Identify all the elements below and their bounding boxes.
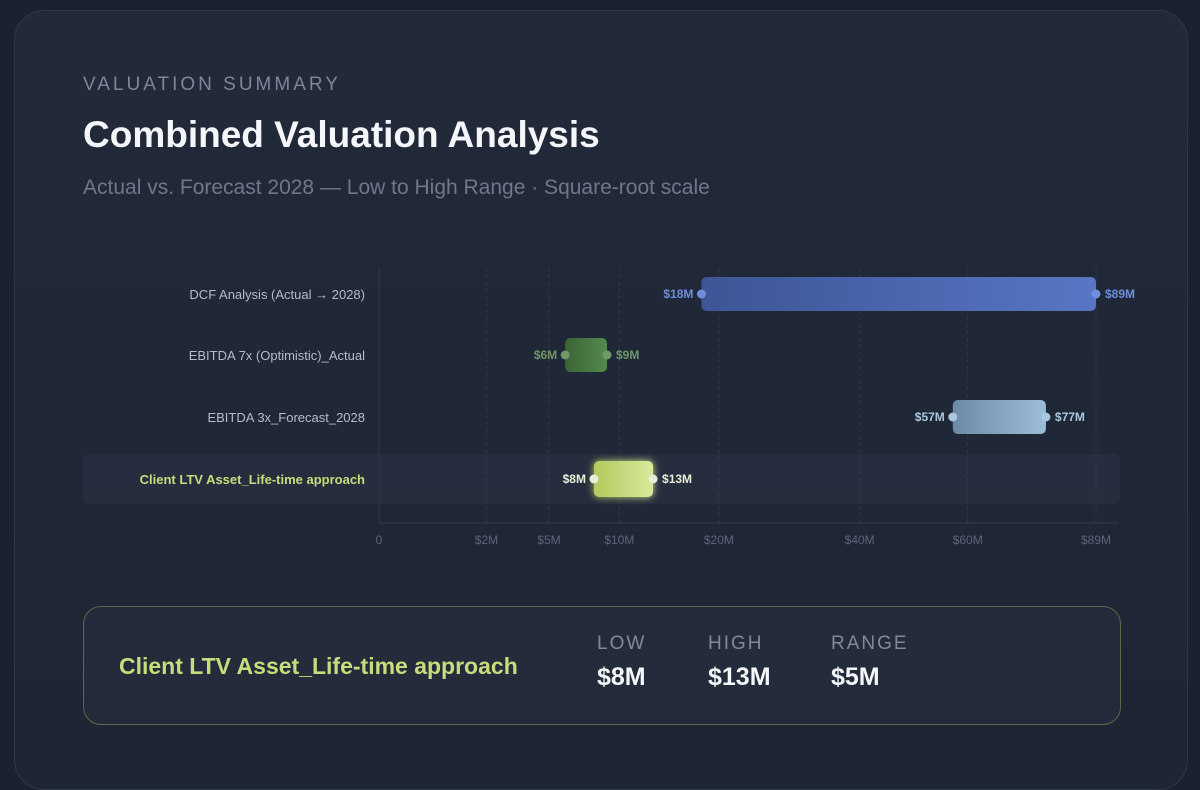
x-tick-label: $40M: [845, 533, 875, 547]
high-value-label: $89M: [1105, 287, 1135, 301]
high-marker: [1091, 289, 1101, 299]
summary-range-label: RANGE: [831, 633, 909, 654]
x-tick-label: 0: [376, 533, 383, 547]
low-value-label: $57M: [915, 410, 945, 424]
section-eyebrow: VALUATION SUMMARY: [83, 74, 341, 95]
summary-high: HIGH $13M: [708, 633, 771, 692]
high-marker: [1041, 412, 1051, 422]
high-value-label: $13M: [662, 472, 692, 486]
high-value-label: $9M: [616, 348, 639, 362]
range-bar: [565, 338, 608, 372]
valuation-range-chart: 0 $2M $5M $10M $20M $40M $60M $89M DCF Analysis …: [83, 268, 1135, 547]
range-bar: [952, 400, 1046, 434]
summary-high-value: $13M: [708, 663, 771, 691]
summary-low: LOW $8M: [597, 633, 646, 692]
summary-range-value: $5M: [831, 663, 880, 691]
low-marker: [948, 412, 958, 422]
low-marker: [560, 350, 570, 360]
low-marker: [696, 289, 706, 299]
low-value-label: $18M: [663, 287, 693, 301]
page-title: Combined Valuation Analysis: [83, 114, 600, 155]
range-bar: [701, 277, 1096, 311]
summary-low-value: $8M: [597, 663, 646, 691]
x-tick-label: $2M: [475, 533, 498, 547]
x-tick-label: $20M: [704, 533, 734, 547]
category-label: DCF Analysis (Actual → 2028): [189, 287, 365, 302]
range-bar: [593, 461, 654, 497]
category-label: EBITDA 7x (Optimistic)_Actual: [189, 348, 365, 363]
page-subtitle: Actual vs. Forecast 2028 — Low to High R…: [83, 176, 710, 199]
low-marker: [589, 474, 599, 484]
high-marker: [648, 474, 658, 484]
high-marker: [602, 350, 612, 360]
high-value-label: $77M: [1055, 410, 1085, 424]
summary-high-label: HIGH: [708, 633, 764, 654]
summary-method-name: Client LTV Asset_Life-time approach: [119, 653, 518, 679]
x-tick-label: $89M: [1081, 533, 1111, 547]
summary-range: RANGE $5M: [831, 633, 909, 692]
category-label: EBITDA 3x_Forecast_2028: [207, 410, 365, 425]
low-value-label: $6M: [534, 348, 557, 362]
x-tick-label: $10M: [604, 533, 634, 547]
category-label: Client LTV Asset_Life-time approach: [140, 472, 365, 487]
low-value-label: $8M: [563, 472, 586, 486]
selected-summary-panel: Client LTV Asset_Life-time approach LOW …: [83, 606, 1121, 725]
x-tick-label: $5M: [537, 533, 560, 547]
summary-low-label: LOW: [597, 633, 647, 654]
x-tick-label: $60M: [953, 533, 983, 547]
